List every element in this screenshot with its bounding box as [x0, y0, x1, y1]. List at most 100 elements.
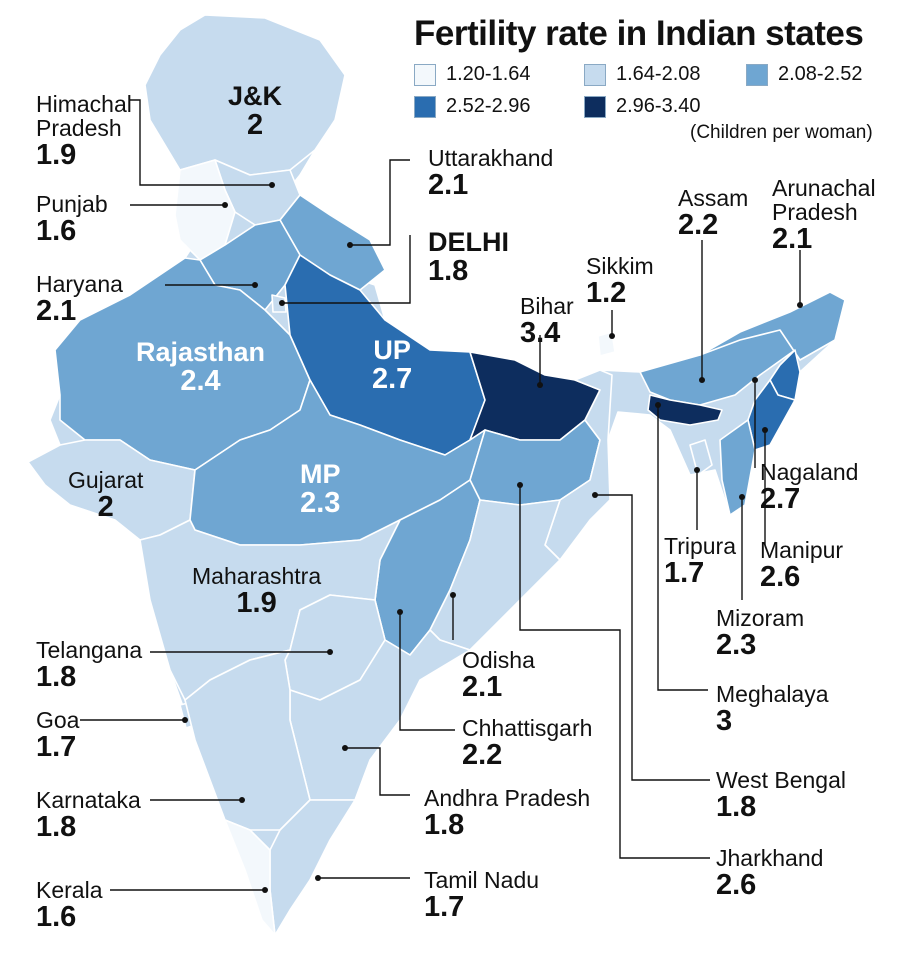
legend-label: 1.20-1.64 [446, 63, 531, 85]
label-jk: J&K 2 [228, 82, 282, 141]
state-value: 1.9 [236, 587, 277, 620]
label-rajasthan: Rajasthan 2.4 [136, 338, 265, 397]
state-value: 3.4 [520, 317, 561, 350]
region-mizoram[interactable] [719, 419, 756, 516]
state-name: Uttarakhand [428, 145, 554, 171]
legend-swatch [584, 64, 606, 86]
state-name: Sikkim [586, 253, 654, 279]
state-name: Andhra Pradesh [424, 785, 591, 811]
state-value: 1.8 [424, 809, 465, 842]
state-name-line1: Arunachal [772, 175, 876, 201]
label-sikkim: Sikkim 1.2 [586, 254, 654, 309]
state-name: Chhattisgarh [462, 715, 593, 741]
label-andhra-pradesh: Andhra Pradesh 1.8 [424, 786, 590, 841]
label-assam: Assam 2.2 [678, 186, 748, 241]
legend-swatch [746, 64, 768, 86]
region-tripura[interactable] [689, 439, 713, 476]
state-value: 2.6 [760, 561, 801, 594]
state-name: Odisha [462, 647, 535, 673]
region-arunachal-pradesh[interactable] [699, 291, 846, 361]
state-value: 2.2 [678, 209, 719, 242]
unit-note: (Children per woman) [690, 122, 873, 143]
state-value: 2.4 [180, 365, 221, 398]
label-delhi: DELHI 1.8 [428, 228, 509, 287]
state-name-line2: Pradesh [36, 115, 122, 142]
state-value: 1.9 [36, 139, 77, 172]
state-name: Manipur [760, 537, 844, 563]
label-bihar: Bihar 3.4 [520, 294, 574, 349]
state-value: 1.6 [36, 215, 77, 248]
label-tripura: Tripura 1.7 [664, 534, 736, 589]
state-value: 2.2 [462, 739, 503, 772]
state-name: Gujarat [68, 467, 144, 493]
label-manipur: Manipur 2.6 [760, 538, 843, 593]
label-kerala: Kerala 1.6 [36, 878, 102, 933]
label-goa: Goa 1.7 [36, 708, 79, 763]
state-name: Kerala [36, 877, 103, 903]
leader-lines [80, 99, 803, 893]
state-name: Maharashtra [192, 563, 322, 589]
state-name: Meghalaya [716, 681, 829, 707]
state-name: Mizoram [716, 605, 805, 631]
region-andhra-pradesh[interactable] [289, 629, 471, 801]
state-value: 2.7 [372, 363, 413, 396]
state-value: 2.3 [716, 629, 757, 662]
state-name: UP [373, 335, 411, 365]
state-name: MP [300, 459, 341, 489]
state-value: 1.2 [586, 277, 627, 310]
state-name: West Bengal [716, 767, 846, 793]
map-title: Fertility rate in Indian states [414, 14, 864, 53]
label-mp: MP 2.3 [300, 460, 341, 519]
label-telangana: Telangana 1.8 [36, 638, 142, 693]
label-meghalaya: Meghalaya 3 [716, 682, 829, 737]
state-name: Jharkhand [716, 845, 824, 871]
region-odisha[interactable] [429, 499, 561, 651]
state-value: 2.1 [462, 671, 503, 704]
legend-label: 2.08-2.52 [778, 63, 863, 85]
label-nagaland: Nagaland 2.7 [760, 460, 858, 515]
state-name-line2: Pradesh [772, 199, 858, 226]
label-himachal-pradesh: Himachal Pradesh 1.9 [36, 92, 132, 171]
label-arunachal-pradesh: Arunachal Pradesh 2.1 [772, 176, 876, 255]
label-karnataka: Karnataka 1.8 [36, 788, 141, 843]
label-west-bengal: West Bengal 1.8 [716, 768, 846, 823]
region-delhi[interactable] [271, 294, 287, 313]
state-name: Rajasthan [136, 337, 266, 367]
label-haryana: Haryana 2.1 [36, 272, 123, 327]
label-odisha: Odisha 2.1 [462, 648, 535, 703]
state-name: Punjab [36, 191, 108, 217]
state-name: DELHI [428, 227, 509, 257]
legend-swatch [584, 96, 606, 118]
state-value: 2.1 [36, 295, 77, 328]
legend-label: 2.52-2.96 [446, 95, 531, 117]
region-manipur[interactable] [747, 379, 796, 451]
state-value: 2.3 [300, 487, 341, 520]
state-name-line1: Himachal [36, 91, 132, 117]
label-tamil-nadu: Tamil Nadu 1.7 [424, 868, 539, 923]
legend-label: 1.64-2.08 [616, 63, 701, 85]
state-name: Tamil Nadu [424, 867, 540, 893]
state-name: Telangana [36, 637, 143, 663]
state-value: 1.8 [428, 255, 469, 288]
region-meghalaya[interactable] [647, 394, 723, 426]
state-value: 1.6 [36, 901, 77, 934]
state-name: J&K [228, 81, 283, 111]
label-chhattisgarh: Chhattisgarh 2.2 [462, 716, 592, 771]
state-name: Goa [36, 707, 80, 733]
legend-swatch [414, 64, 436, 86]
label-uttarakhand: Uttarakhand 2.1 [428, 146, 553, 201]
region-kerala[interactable] [224, 819, 276, 936]
state-name: Haryana [36, 271, 123, 297]
label-jharkhand: Jharkhand 2.6 [716, 846, 823, 901]
state-name: Nagaland [760, 459, 859, 485]
state-name: Bihar [520, 293, 574, 319]
label-punjab: Punjab 1.6 [36, 192, 108, 247]
state-value: 1.7 [664, 557, 705, 590]
state-value: 1.7 [424, 891, 465, 924]
state-value: 2 [246, 109, 264, 142]
state-value: 1.8 [716, 791, 757, 824]
state-value: 1.8 [36, 811, 77, 844]
state-value: 2.6 [716, 869, 757, 902]
state-name: Karnataka [36, 787, 141, 813]
